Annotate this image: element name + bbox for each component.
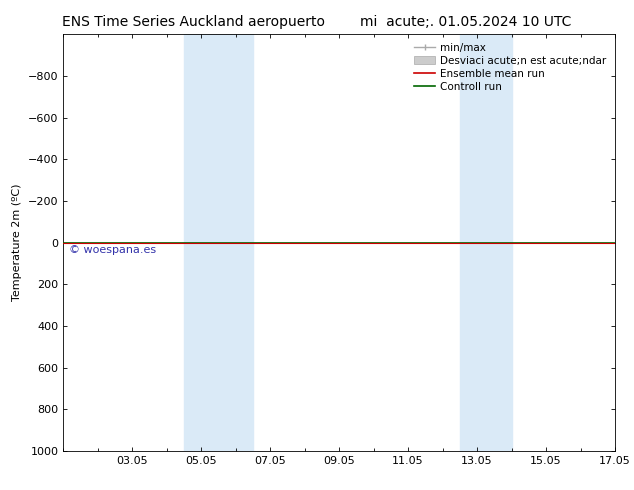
Text: © woespana.es: © woespana.es <box>69 245 156 255</box>
Text: ENS Time Series Auckland aeropuerto        mi  acute;. 01.05.2024 10 UTC: ENS Time Series Auckland aeropuerto mi a… <box>62 15 572 29</box>
Bar <box>184 34 253 451</box>
Y-axis label: Temperature 2m (ºC): Temperature 2m (ºC) <box>13 184 22 301</box>
Legend: min/max, Desviaci acute;n est acute;ndar, Ensemble mean run, Controll run: min/max, Desviaci acute;n est acute;ndar… <box>411 40 610 95</box>
Bar <box>460 34 512 451</box>
